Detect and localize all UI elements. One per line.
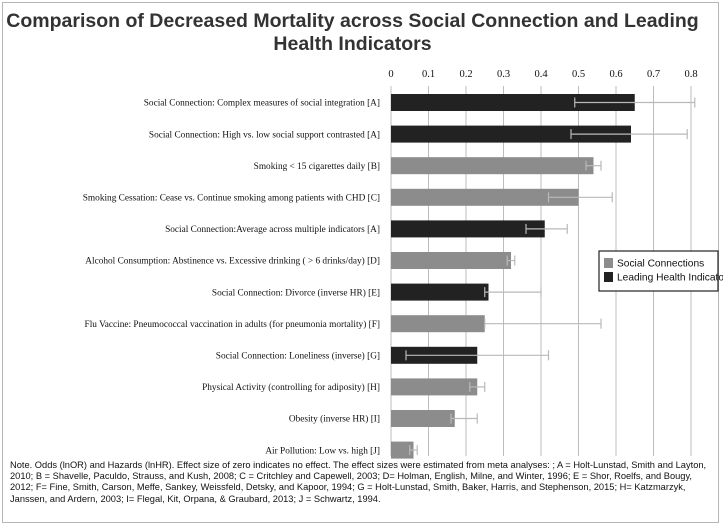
legend-label: Leading Health Indicators — [617, 273, 723, 284]
x-tick-label: 0.6 — [609, 69, 622, 80]
bar — [391, 378, 478, 396]
bar — [391, 252, 511, 269]
category-label: Social Connection: Divorce (inverse HR) … — [212, 287, 380, 298]
category-label: Air Pollution: Low vs. high [J] — [265, 446, 380, 456]
category-labels: Social Connection: Complex measures of s… — [83, 98, 380, 457]
category-label: Physical Activity (controlling for adipo… — [202, 382, 380, 393]
x-tick-label: 0.8 — [684, 69, 697, 80]
bar — [391, 410, 455, 427]
category-label: Social Connection:Average across multipl… — [165, 225, 380, 235]
bar — [391, 94, 635, 111]
category-label: Flu Vaccine: Pneumococcal vaccination in… — [85, 319, 380, 330]
x-tick-label: 0.4 — [534, 69, 548, 80]
bars-group — [391, 94, 696, 459]
category-label: Smoking < 15 cigarettes daily [B] — [254, 162, 380, 172]
category-label: Social Connection: High vs. low social s… — [149, 130, 380, 140]
category-label: Alcohol Consumption: Abstinence vs. Exce… — [85, 256, 380, 267]
bar — [391, 315, 485, 333]
bar — [391, 157, 594, 175]
legend-swatch — [604, 258, 613, 268]
legend: Social Connections Leading Health Indicat… — [598, 250, 723, 292]
bar — [391, 188, 579, 206]
x-tick-label: 0.7 — [647, 69, 660, 80]
bar — [391, 441, 414, 459]
category-label: Social Connection: Loneliness (inverse) … — [216, 351, 380, 362]
chart-plot: 0 0.1 0.2 0.3 0.4 0.5 0.6 0.7 0.8 Social Connect… — [83, 69, 723, 459]
x-tick-label: 0 — [388, 69, 393, 80]
category-label: Obesity (inverse HR) [I] — [289, 414, 380, 425]
chart-title: Comparison of Decreased Mortality across… — [6, 10, 699, 55]
x-tick-label: 0.3 — [497, 69, 510, 80]
x-tick-label: 0.1 — [422, 69, 435, 80]
legend-swatch — [604, 272, 613, 282]
x-tick-label: 0.5 — [572, 69, 585, 80]
category-label: Smoking Cessation: Cease vs. Continue sm… — [83, 194, 380, 204]
legend-label: Social Connections — [617, 259, 704, 270]
x-tick-label: 0.2 — [459, 69, 472, 80]
footnote: Note. Odds (lnOR) and Hazards (lnHR). Ef… — [10, 460, 707, 504]
legend-box — [598, 250, 719, 292]
bar — [391, 220, 545, 238]
x-tick-labels: 0 0.1 0.2 0.3 0.4 0.5 0.6 0.7 0.8 — [388, 69, 697, 80]
category-label: Social Connection: Complex measures of s… — [144, 98, 380, 109]
bar — [391, 283, 489, 301]
